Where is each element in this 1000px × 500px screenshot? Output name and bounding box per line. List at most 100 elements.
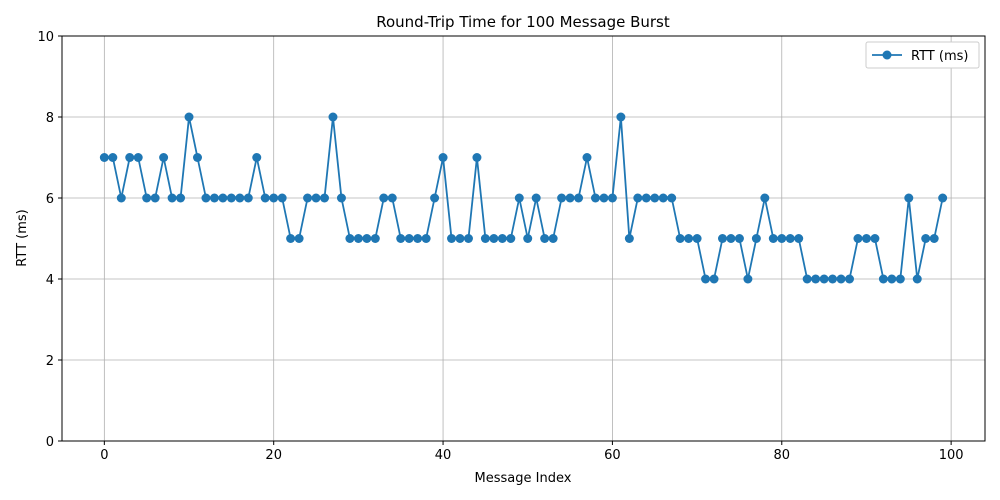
data-point <box>286 234 296 243</box>
data-point <box>438 153 448 162</box>
data-point <box>912 274 922 284</box>
data-point <box>895 274 905 284</box>
x-tick-label: 60 <box>604 448 621 463</box>
data-point <box>768 234 778 243</box>
y-tick-label: 8 <box>46 111 54 126</box>
data-point <box>142 193 152 203</box>
legend: RTT (ms) <box>865 41 980 69</box>
data-point <box>480 234 490 243</box>
data-point <box>802 274 812 284</box>
data-point <box>743 274 753 284</box>
axis-ticks: 0 20 40 60 80 100 0 2 4 6 8 10 <box>37 30 963 463</box>
data-point <box>184 112 194 122</box>
x-tick-label: 80 <box>773 448 790 463</box>
data-point <box>159 153 169 162</box>
data-point <box>201 193 211 203</box>
data-point <box>345 234 355 243</box>
data-point <box>938 193 948 203</box>
data-point <box>887 274 897 284</box>
series-layer <box>99 112 948 284</box>
data-point <box>506 234 516 243</box>
data-point <box>565 193 575 203</box>
data-point <box>641 193 651 203</box>
data-point <box>845 274 855 284</box>
y-tick-label: 6 <box>46 192 54 207</box>
y-tick-label: 2 <box>46 354 54 369</box>
data-point <box>362 234 372 243</box>
data-point <box>226 193 236 203</box>
data-point <box>675 234 685 243</box>
data-point <box>548 234 558 243</box>
x-tick-label: 100 <box>939 448 964 463</box>
data-point <box>116 193 126 203</box>
data-point <box>472 153 482 162</box>
data-point <box>777 234 787 243</box>
data-point <box>514 193 524 203</box>
y-tick-label: 4 <box>46 273 54 288</box>
data-point <box>277 193 287 203</box>
data-point <box>794 234 804 243</box>
data-point <box>921 234 931 243</box>
data-point <box>336 193 346 203</box>
x-tick-label: 40 <box>435 448 452 463</box>
x-tick-label: 20 <box>265 448 282 463</box>
data-point <box>650 193 660 203</box>
data-point <box>99 153 109 162</box>
y-tick-label: 0 <box>46 435 54 450</box>
data-point <box>718 234 727 243</box>
data-point <box>751 234 761 243</box>
data-point <box>489 234 499 243</box>
data-point <box>447 234 457 243</box>
data-point <box>455 234 465 243</box>
data-point <box>311 193 321 203</box>
data-point <box>370 234 380 243</box>
data-point <box>557 193 567 203</box>
data-point <box>303 193 313 203</box>
y-tick-label: 10 <box>37 30 54 45</box>
data-point <box>497 234 507 243</box>
data-point <box>692 234 702 243</box>
data-point <box>607 193 617 203</box>
data-point <box>531 193 541 203</box>
data-point <box>413 234 423 243</box>
y-axis-label: RTT (ms) <box>15 209 30 266</box>
data-point <box>624 234 634 243</box>
data-point <box>590 193 600 203</box>
data-point <box>599 193 609 203</box>
data-point <box>294 234 304 243</box>
data-point <box>616 112 626 122</box>
legend-box <box>865 41 980 69</box>
data-point <box>192 153 202 162</box>
data-point <box>734 234 744 243</box>
data-point <box>396 234 406 243</box>
data-point <box>125 153 135 162</box>
data-point <box>387 193 397 203</box>
x-axis-label: Message Index <box>475 471 572 486</box>
data-point <box>540 234 550 243</box>
data-point <box>760 193 770 203</box>
data-point <box>404 234 414 243</box>
data-point <box>878 274 888 284</box>
data-point <box>320 193 329 203</box>
x-tick-label: 0 <box>100 448 108 463</box>
data-point <box>819 274 829 284</box>
data-point <box>861 234 871 243</box>
data-point <box>853 234 863 243</box>
data-point <box>243 193 253 203</box>
data-point <box>252 153 262 162</box>
data-point <box>582 153 592 162</box>
data-point <box>108 153 118 162</box>
data-point <box>353 234 363 243</box>
data-point <box>209 193 219 203</box>
data-point <box>684 234 694 243</box>
data-point <box>269 193 279 203</box>
plot-frame <box>61 35 986 442</box>
data-point <box>785 234 795 243</box>
data-point <box>133 153 143 162</box>
data-point <box>328 112 338 122</box>
chart-title: Round-Trip Time for 100 Message Burst <box>376 13 670 31</box>
data-point <box>811 274 821 284</box>
data-point <box>904 193 914 203</box>
data-point <box>421 234 431 243</box>
